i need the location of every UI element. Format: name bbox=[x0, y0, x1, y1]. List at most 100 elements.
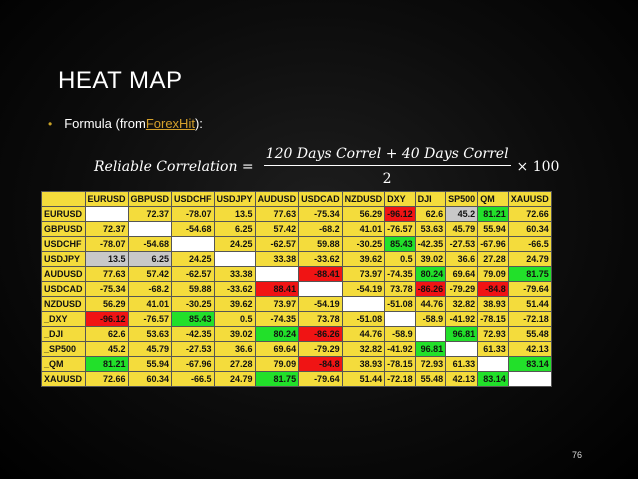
heatmap-cell: 45.2 bbox=[445, 206, 479, 222]
heatmap-cell: 77.63 bbox=[254, 206, 300, 222]
heatmap-cell: -67.96 bbox=[171, 356, 215, 372]
heatmap-cell: 39.02 bbox=[213, 326, 256, 342]
heatmap-cell: -51.08 bbox=[341, 311, 386, 327]
heatmap-cell: -30.25 bbox=[341, 236, 386, 252]
heatmap-cell bbox=[298, 281, 343, 297]
heatmap-cell: 36.6 bbox=[213, 341, 256, 357]
column-header: SP500 bbox=[445, 191, 479, 207]
heatmap-cell: -68.2 bbox=[298, 221, 343, 237]
heatmap-cell: 62.6 bbox=[84, 326, 129, 342]
formula-lhs: Reliable Correlation = bbox=[94, 158, 254, 175]
heatmap-cell: 36.6 bbox=[445, 251, 479, 267]
heatmap-cell: 24.79 bbox=[507, 251, 552, 267]
bullet-text-suffix: ): bbox=[194, 116, 203, 131]
heatmap-cell: 24.79 bbox=[213, 371, 256, 387]
column-header: QM bbox=[477, 191, 509, 207]
heatmap-cell: -86.26 bbox=[414, 281, 447, 297]
heatmap-cell: 73.97 bbox=[341, 266, 386, 282]
column-header: DXY bbox=[384, 191, 416, 207]
heatmap-row: _DJI 62.6 53.63 -42.35 39.02 80.24 -86.26 44.76… bbox=[41, 326, 552, 342]
row-header: USDCAD bbox=[41, 281, 86, 297]
heatmap-cell: 81.75 bbox=[254, 371, 300, 387]
heatmap-cell: -79.29 bbox=[298, 341, 343, 357]
heatmap-cell bbox=[477, 356, 509, 372]
heatmap-cell: 79.09 bbox=[254, 356, 300, 372]
heatmap-cell: 53.63 bbox=[414, 221, 447, 237]
heatmap-cell: -96.12 bbox=[84, 311, 129, 327]
heatmap-cell bbox=[384, 311, 416, 327]
heatmap-cell: 41.01 bbox=[341, 221, 386, 237]
forexhit-link[interactable]: ForexHit bbox=[145, 116, 195, 131]
heatmap-cell: 73.78 bbox=[384, 281, 416, 297]
heatmap-cell: -54.19 bbox=[298, 296, 343, 312]
heatmap-cell: -27.53 bbox=[445, 236, 479, 252]
heatmap-cell: 45.79 bbox=[445, 221, 479, 237]
heatmap-cell: -66.5 bbox=[507, 236, 552, 252]
heatmap-cell bbox=[84, 206, 129, 222]
heatmap-cell bbox=[341, 296, 386, 312]
correlation-heatmap: EURUSD GBPUSD USDCHF USDJPY AUDUSD USDCAD NZDU… bbox=[41, 191, 552, 387]
heatmap-cell bbox=[445, 341, 479, 357]
row-header: EURUSD bbox=[41, 206, 86, 222]
heatmap-cell: -76.57 bbox=[384, 221, 416, 237]
heatmap-cell: 55.94 bbox=[477, 221, 509, 237]
formula-bullet: • Formula (from ForexHit ): bbox=[48, 116, 203, 131]
bullet-text-prefix: Formula (from bbox=[64, 116, 146, 131]
heatmap-row: XAUUSD 72.66 60.34 -66.5 24.79 81.75 -79.64 51.… bbox=[41, 371, 552, 387]
heatmap-cell: 32.82 bbox=[341, 341, 386, 357]
heatmap-cell: 61.33 bbox=[445, 356, 479, 372]
column-header: USDCAD bbox=[298, 191, 343, 207]
row-header: AUDUSD bbox=[41, 266, 86, 282]
heatmap-cell: -30.25 bbox=[171, 296, 215, 312]
heatmap-body: EURUSD 72.37 -78.07 13.5 77.63 -75.34 56.29 -96… bbox=[41, 206, 552, 387]
row-header: USDJPY bbox=[41, 251, 86, 267]
heatmap-cell: 60.34 bbox=[507, 221, 552, 237]
heatmap-cell: -86.26 bbox=[298, 326, 343, 342]
heatmap-cell: 6.25 bbox=[127, 251, 173, 267]
heatmap-cell: 73.97 bbox=[254, 296, 300, 312]
column-header: XAUUSD bbox=[507, 191, 552, 207]
column-header: USDCHF bbox=[171, 191, 215, 207]
heatmap-cell: -42.35 bbox=[171, 326, 215, 342]
heatmap-cell: -72.18 bbox=[507, 311, 552, 327]
heatmap-cell: -78.15 bbox=[477, 311, 509, 327]
heatmap-cell: 27.28 bbox=[213, 356, 256, 372]
row-header: _DXY bbox=[41, 311, 86, 327]
row-header: _QM bbox=[41, 356, 86, 372]
heatmap-cell: 73.78 bbox=[298, 311, 343, 327]
heatmap-cell: 51.44 bbox=[507, 296, 552, 312]
heatmap-cell: 56.29 bbox=[84, 296, 129, 312]
heatmap-cell: 51.44 bbox=[341, 371, 386, 387]
heatmap-cell: -74.35 bbox=[254, 311, 300, 327]
heatmap-row: _SP500 45.2 45.79 -27.53 36.6 69.64 -79.29 32.8… bbox=[41, 341, 552, 357]
heatmap-cell: -42.35 bbox=[414, 236, 447, 252]
row-header: XAUUSD bbox=[41, 371, 86, 387]
formula-fraction: 120 Days Correl + 40 Days Correl 2 bbox=[263, 146, 511, 187]
heatmap-cell: 13.5 bbox=[213, 206, 256, 222]
heatmap-cell: 80.24 bbox=[414, 266, 447, 282]
heatmap-corner bbox=[41, 191, 86, 207]
heatmap-cell: 85.43 bbox=[171, 311, 215, 327]
heatmap-cell: 42.13 bbox=[507, 341, 552, 357]
formula-multiplier: × 100 bbox=[516, 158, 560, 175]
formula-numerator: 120 Days Correl + 40 Days Correl bbox=[265, 146, 509, 162]
heatmap-cell: 32.82 bbox=[445, 296, 479, 312]
heatmap-cell: 81.75 bbox=[507, 266, 552, 282]
heatmap-cell: -58.9 bbox=[414, 311, 447, 327]
heatmap-cell: 55.48 bbox=[507, 326, 552, 342]
heatmap-cell: 59.88 bbox=[171, 281, 215, 297]
heatmap-cell: 69.64 bbox=[445, 266, 479, 282]
heatmap-cell: -33.62 bbox=[213, 281, 256, 297]
heatmap-row: AUDUSD 77.63 57.42 -62.57 33.38 -88.41 73.97 -7… bbox=[41, 266, 552, 282]
heatmap-cell: 96.81 bbox=[414, 341, 447, 357]
heatmap-cell: 13.5 bbox=[84, 251, 129, 267]
heatmap-cell: -79.64 bbox=[507, 281, 552, 297]
heatmap-row: USDCHF -78.07 -54.68 24.25 -62.57 59.88 -30.25… bbox=[41, 236, 552, 252]
heatmap-cell: -75.34 bbox=[298, 206, 343, 222]
heatmap-cell: 6.25 bbox=[213, 221, 256, 237]
heatmap-cell: -54.68 bbox=[171, 221, 215, 237]
heatmap-cell: -67.96 bbox=[477, 236, 509, 252]
heatmap-cell: 44.76 bbox=[341, 326, 386, 342]
heatmap-cell: -75.34 bbox=[84, 281, 129, 297]
